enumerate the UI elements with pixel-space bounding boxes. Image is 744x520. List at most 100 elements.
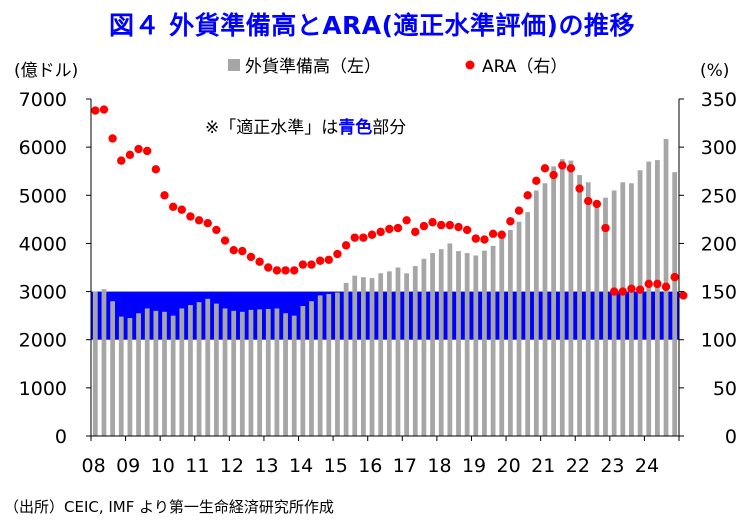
ara-dot [393,223,403,233]
reserves-bar [646,161,652,436]
ara-dot [402,216,411,225]
ara-dot [419,221,429,231]
reserves-bar [153,310,159,436]
reserves-bar [438,249,444,436]
ara-dot [411,227,420,237]
reserves-bar [335,292,340,436]
x-tick-label: 08 [81,455,105,477]
ara-dot [220,236,230,245]
reserves-bar [196,302,202,436]
ara-dot [462,225,472,235]
y-left-tick-label: 7000 [19,89,67,111]
reserves-bar [386,271,392,436]
x-tick-label: 09 [116,455,140,477]
reserves-bar [490,245,496,436]
y-left-tick-label: 0 [55,426,67,448]
reserves-bar [508,229,513,436]
y-right-tick-label: 150 [701,282,737,304]
reserves-bar [499,237,505,436]
axes: 0 1000 2000 3000 4000 5000 6000 7000 0 50 100 150 20… [19,89,737,477]
x-tick-label: 24 [635,455,659,477]
reserves-bar [179,308,185,436]
x-tick-label: 18 [427,455,451,477]
reserves-bar [672,172,678,436]
reserves-bar [127,318,133,436]
reserves-bar [92,291,98,436]
ara-dot [437,220,446,230]
reserves-bar [533,190,539,436]
ara-dot [506,217,515,226]
reserves-bar [611,190,617,436]
reserves-bar [585,182,591,436]
ara-dot [385,224,394,234]
y-left-tick-label: 2000 [19,330,67,352]
reserves-bar [404,273,409,436]
reserves-bar [655,160,660,436]
reserves-bar [447,243,453,436]
ara-dots [91,105,688,300]
ara-dot [143,146,152,156]
ara-dot [445,220,455,230]
legend: 外貨準備高（左） ARA（右） [228,57,567,77]
y-left-tick-label: 4000 [19,233,67,255]
reserves-bar [239,311,245,436]
y-right-tick-label: 350 [701,89,737,111]
reserves-bar [620,182,626,436]
ara-dot [238,246,247,256]
reserves-bar [577,175,582,436]
reserves-bar [594,207,600,436]
x-tick-label: 12 [220,455,244,477]
x-tick-label: 21 [531,455,555,477]
annotation-suffix: 部分 [372,118,406,138]
ara-dot [367,230,377,239]
reserves-bar [421,258,427,436]
reserves-bars [92,138,678,436]
reserves-bar [430,253,435,436]
reserves-bar [283,313,288,436]
ara-dot [679,291,688,300]
ara-dot [160,191,169,200]
ara-dot [203,219,212,228]
ara-dot [212,225,221,235]
ara-dot [255,257,264,266]
y-left-tick-label: 1000 [19,378,67,400]
reserves-bar [309,301,314,436]
ara-dot [618,287,627,296]
x-tick-label: 13 [254,455,278,477]
ara-dot [609,287,619,296]
ara-dot [532,176,541,186]
y-right-tick-label: 250 [701,185,737,207]
ara-dot [670,272,679,282]
ara-dot [575,184,584,193]
y-left-axis-label: (億ドル) [14,61,78,81]
x-tick-label: 14 [289,455,313,477]
reserves-bar [629,183,634,436]
ara-dot [540,164,550,173]
reserves-bar [265,308,271,436]
ara-dot [134,144,143,154]
ara-dot [653,279,662,289]
y-left-tick-label: 6000 [19,137,67,159]
reserves-bar [542,183,548,436]
reserves-bar [395,267,401,436]
reserves-bar [378,273,384,436]
reserves-bar [326,293,332,436]
reserves-bar [456,251,461,436]
ara-dot [177,205,186,214]
ara-dot [592,199,602,209]
source-note: （出所）CEIC, IMF より第一生命経済研究所作成 [4,498,334,516]
ara-dot [558,161,567,170]
reserves-bar [188,305,193,436]
reserves-bar [464,253,470,436]
reserves-bar [101,289,107,436]
ara-dot [359,233,368,242]
ara-dot [350,233,359,242]
ara-dot [117,156,126,165]
legend-swatch-reserves [228,59,240,71]
x-tick-label: 20 [497,455,521,477]
ara-dot [644,279,653,289]
x-tick-label: 16 [358,455,382,477]
ara-dot [194,216,204,225]
x-tick-label: 22 [566,455,590,477]
